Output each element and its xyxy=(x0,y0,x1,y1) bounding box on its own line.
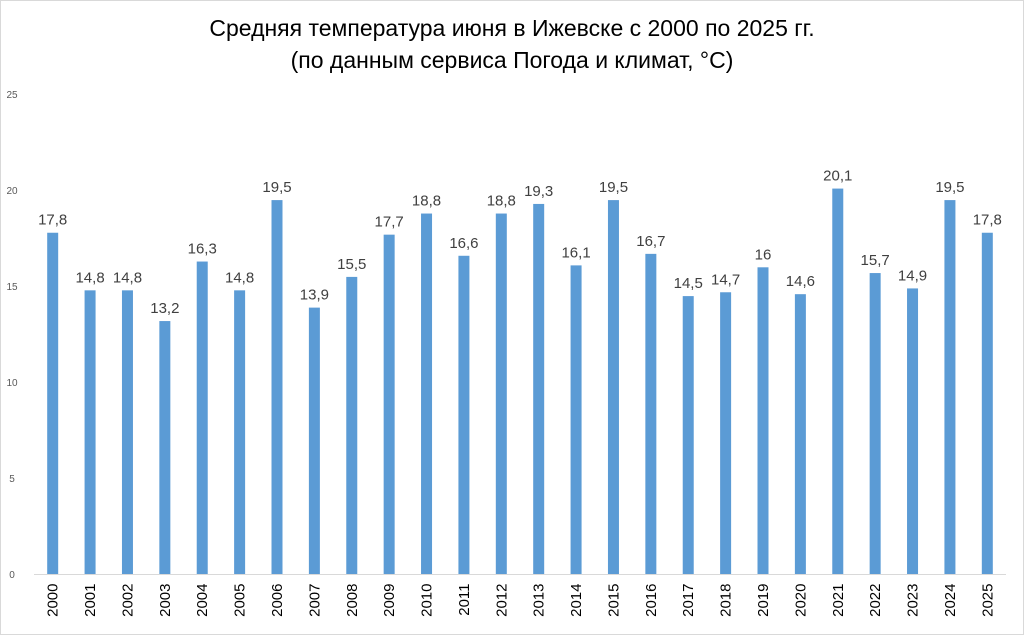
data-label: 20,1 xyxy=(823,168,852,185)
bar xyxy=(794,294,806,575)
data-label: 15,7 xyxy=(861,252,890,269)
y-axis-ticks: 0 5 10 15 20 25 xyxy=(6,90,18,581)
bar xyxy=(271,200,283,575)
bar xyxy=(981,232,993,575)
x-tick-label: 2007 xyxy=(306,584,323,617)
x-tick-label: 2003 xyxy=(157,584,174,617)
bar xyxy=(196,261,208,575)
data-label: 16,3 xyxy=(188,241,217,258)
chart-subtitle: (по данным сервиса Погода и климат, °С) xyxy=(290,47,734,73)
bar xyxy=(308,307,320,575)
data-label: 15,5 xyxy=(337,256,366,273)
data-label: 16,6 xyxy=(449,235,478,252)
data-label: 14,8 xyxy=(113,269,142,286)
bar xyxy=(832,188,844,575)
category-labels: 2000 2001 2002 2003 2004 2005 2006 2007 2008 2009… xyxy=(45,584,997,617)
data-label: 14,8 xyxy=(75,269,104,286)
x-tick-label: 2018 xyxy=(718,584,735,617)
bar xyxy=(907,288,919,575)
bar xyxy=(682,296,694,575)
data-label: 17,8 xyxy=(973,212,1002,229)
bar xyxy=(421,213,433,575)
chart-title-block: Средняя температура июня в Ижевске с 200… xyxy=(0,12,1024,76)
data-label: 19,5 xyxy=(935,179,964,196)
x-tick-label: 2008 xyxy=(344,584,361,617)
y-tick-label: 20 xyxy=(6,186,18,197)
x-tick-label: 2024 xyxy=(942,584,959,617)
x-tick-label: 2006 xyxy=(269,584,286,617)
bar xyxy=(869,273,881,575)
bar xyxy=(495,213,507,575)
x-tick-label: 2017 xyxy=(680,584,697,617)
data-label: 19,3 xyxy=(524,183,553,200)
data-label: 18,8 xyxy=(487,193,516,210)
y-tick-label: 25 xyxy=(6,90,18,101)
data-label: 19,5 xyxy=(262,179,291,196)
data-label: 16,1 xyxy=(561,244,590,261)
data-label: 17,7 xyxy=(375,214,404,231)
x-tick-label: 2019 xyxy=(755,584,772,617)
bar xyxy=(720,292,732,575)
x-tick-label: 2002 xyxy=(119,584,136,617)
bar xyxy=(607,200,619,575)
bar xyxy=(383,234,395,575)
chart-title: Средняя температура июня в Ижевске с 200… xyxy=(209,15,815,41)
data-label: 19,5 xyxy=(599,179,628,196)
x-tick-label: 2001 xyxy=(82,584,99,617)
x-tick-label: 2011 xyxy=(456,584,473,616)
data-label: 14,6 xyxy=(786,273,815,290)
data-label: 14,7 xyxy=(711,271,740,288)
data-label: 16,7 xyxy=(636,233,665,250)
x-tick-label: 2022 xyxy=(867,584,884,617)
data-label: 16 xyxy=(755,246,772,263)
y-tick-label: 5 xyxy=(9,474,15,485)
data-label: 18,8 xyxy=(412,193,441,210)
value-labels: 17,8 14,8 14,8 13,2 16,3 14,8 19,5 13,9 15,5 17,7… xyxy=(38,168,1002,317)
x-tick-label: 2021 xyxy=(830,584,847,617)
bar xyxy=(47,232,59,575)
x-tick-label: 2009 xyxy=(381,584,398,617)
x-tick-label: 2014 xyxy=(568,584,585,617)
bar xyxy=(121,290,133,575)
bar xyxy=(645,253,657,575)
y-tick-label: 15 xyxy=(6,282,18,293)
bar xyxy=(234,290,246,575)
x-tick-label: 2015 xyxy=(605,584,622,617)
data-label: 14,5 xyxy=(674,275,703,292)
bar xyxy=(757,267,769,575)
bar xyxy=(346,276,358,575)
data-label: 14,9 xyxy=(898,267,927,284)
data-label: 17,8 xyxy=(38,212,67,229)
data-label: 14,8 xyxy=(225,269,254,286)
x-tick-label: 2013 xyxy=(531,584,548,617)
x-tick-label: 2004 xyxy=(194,584,211,617)
data-label: 13,2 xyxy=(150,300,179,317)
x-tick-label: 2000 xyxy=(45,584,62,617)
x-tick-label: 2023 xyxy=(905,584,922,617)
x-tick-label: 2020 xyxy=(792,584,809,617)
bar xyxy=(570,265,582,575)
x-tick-label: 2016 xyxy=(643,584,660,617)
x-tick-label: 2025 xyxy=(979,584,996,617)
bar xyxy=(944,200,956,575)
bars xyxy=(47,188,993,575)
x-tick-label: 2010 xyxy=(419,584,436,617)
y-tick-label: 0 xyxy=(9,570,15,581)
y-tick-label: 10 xyxy=(6,378,18,389)
bar xyxy=(458,255,470,575)
x-tick-label: 2012 xyxy=(493,584,510,617)
x-tick-label: 2005 xyxy=(232,584,249,617)
bar xyxy=(84,290,96,575)
data-label: 13,9 xyxy=(300,287,329,304)
bar xyxy=(533,203,545,575)
bar xyxy=(159,321,171,575)
